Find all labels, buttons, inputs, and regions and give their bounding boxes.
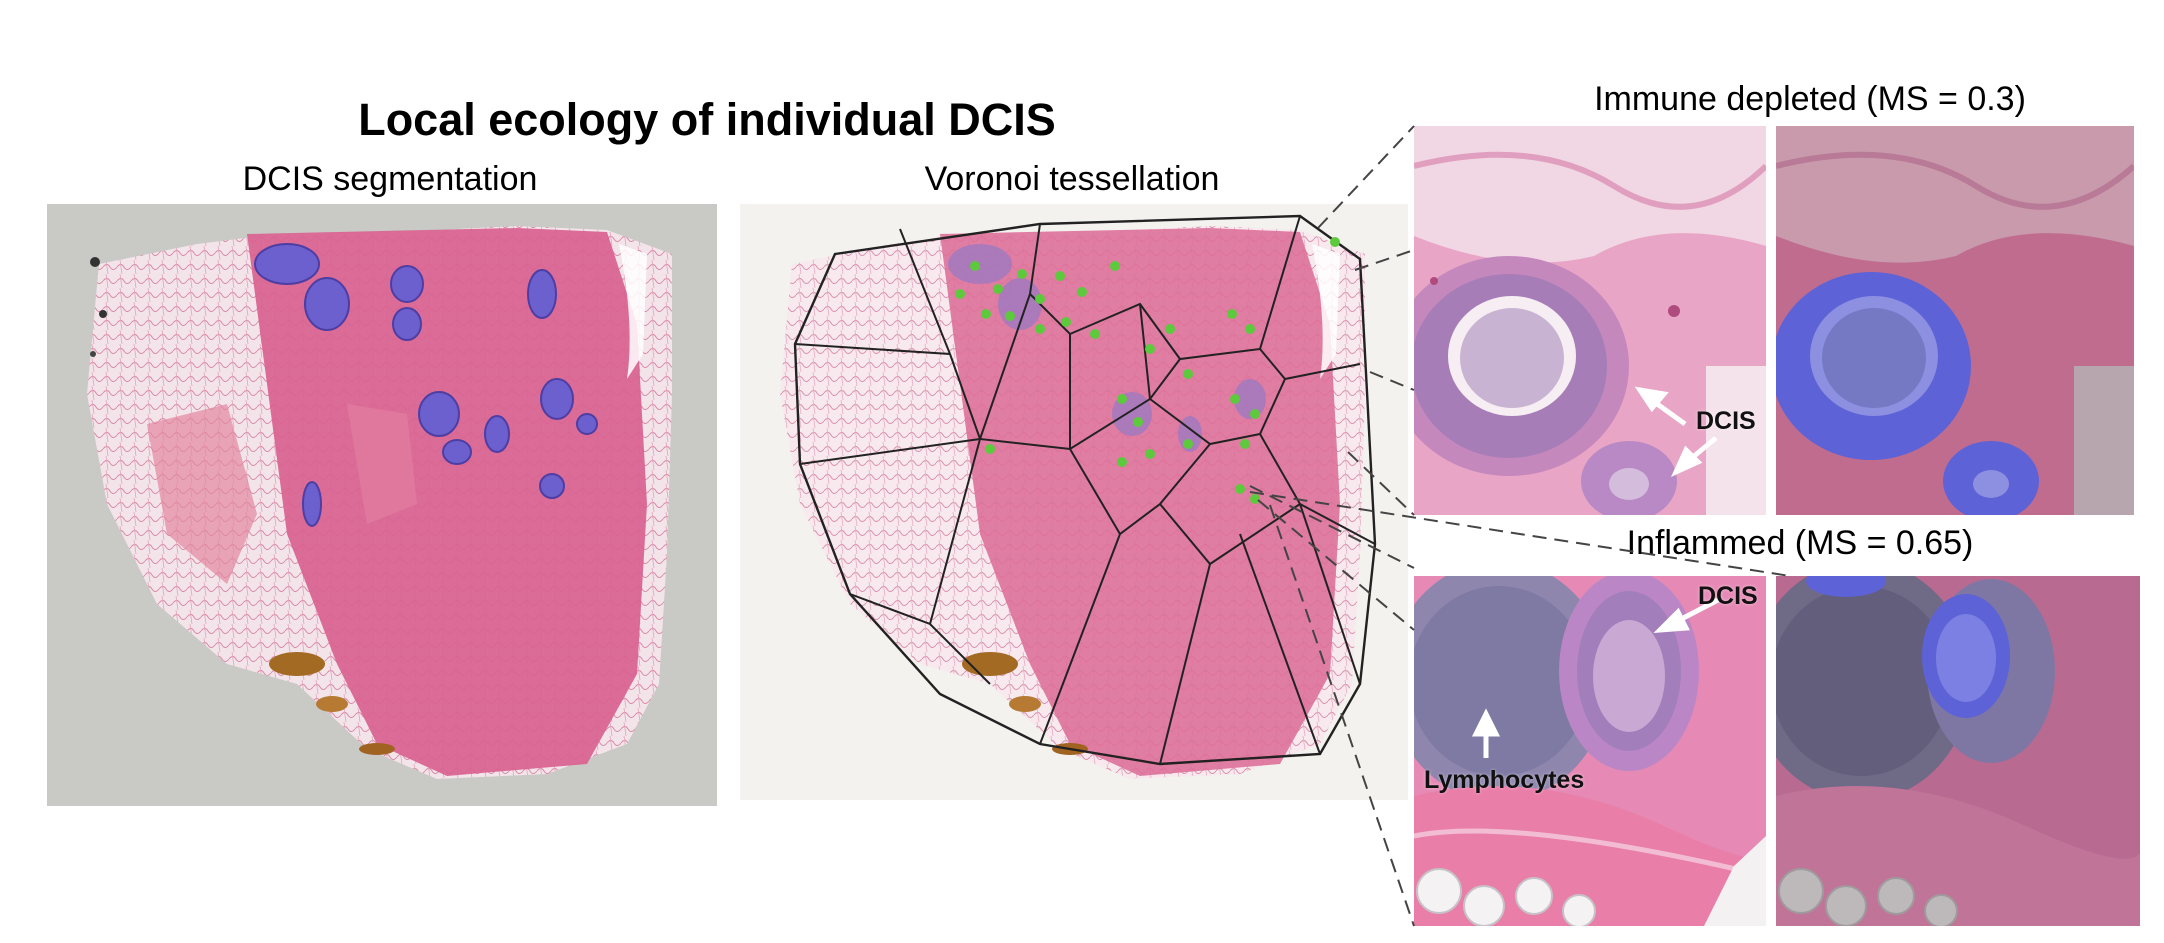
immune-depleted-dcis-label: DCIS	[1696, 407, 1756, 435]
immune-depleted-segmentation-tile	[1776, 126, 2134, 515]
inflammed-dcis-label: DCIS	[1698, 582, 1758, 610]
immune-depleted-he-tile	[1414, 126, 1766, 515]
voronoi-slide-image	[740, 204, 1408, 800]
voronoi-panel-title: Voronoi tessellation	[924, 160, 1220, 198]
figure-title: Local ecology of individual DCIS	[358, 94, 1056, 145]
inflammed-he-tile	[1414, 576, 1766, 926]
immune-depleted-title: Immune depleted (MS = 0.3)	[1594, 80, 2026, 118]
inflammed-segmentation-tile	[1776, 576, 2140, 926]
inflammed-title: Inflammed (MS = 0.65)	[1626, 524, 1974, 562]
segmentation-panel-title: DCIS segmentation	[242, 160, 538, 198]
inflammed-lymphocytes-label: Lymphocytes	[1424, 766, 1585, 794]
segmentation-slide-image	[47, 204, 717, 806]
